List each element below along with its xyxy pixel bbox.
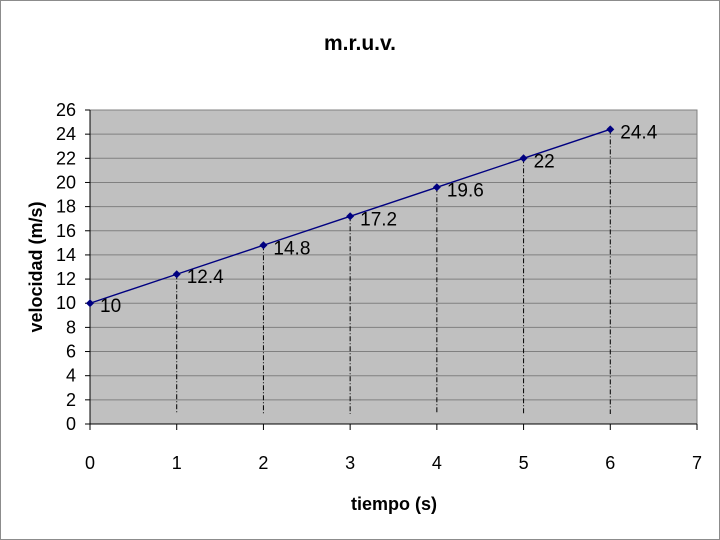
data-label-3: 17.2 — [360, 209, 397, 230]
y-tick-label-12: 24 — [56, 124, 76, 144]
x-tick-label-7: 7 — [692, 453, 702, 473]
x-tick-label-5: 5 — [519, 453, 529, 473]
chart-title: m.r.u.v. — [324, 32, 396, 55]
data-label-1: 12.4 — [187, 267, 224, 288]
x-tick-label-2: 2 — [258, 453, 268, 473]
y-tick-label-6: 12 — [56, 269, 76, 289]
data-point-3 — [346, 212, 355, 221]
data-point-1 — [172, 270, 181, 279]
plot-area — [89, 109, 698, 425]
y-tick-label-0: 0 — [66, 414, 76, 434]
y-tick-label-2: 4 — [66, 366, 76, 386]
y-tick-label-13: 26 — [56, 100, 76, 120]
y-tick-label-5: 10 — [56, 293, 76, 313]
y-axis-title: velocidad (m/s) — [26, 201, 46, 332]
x-tick-label-6: 6 — [605, 453, 615, 473]
x-tick-label-0: 0 — [85, 453, 95, 473]
data-point-5 — [519, 154, 528, 163]
data-point-0 — [86, 299, 94, 308]
y-tick-label-11: 22 — [56, 148, 76, 168]
x-tick-label-3: 3 — [345, 453, 355, 473]
data-point-6 — [606, 125, 615, 134]
data-point-4 — [432, 183, 441, 192]
x-tick-label-1: 1 — [172, 453, 182, 473]
data-point-2 — [259, 241, 268, 250]
y-tick-label-10: 20 — [56, 172, 76, 192]
x-tick-label-4: 4 — [432, 453, 442, 473]
data-label-5: 22 — [534, 151, 555, 172]
data-label-6: 24.4 — [620, 122, 657, 143]
y-tick-label-1: 2 — [66, 390, 76, 410]
data-label-0: 10 — [100, 296, 121, 317]
data-label-4: 19.6 — [447, 180, 484, 201]
data-label-2: 14.8 — [273, 238, 310, 259]
y-tick-label-7: 14 — [56, 245, 76, 265]
y-tick-label-8: 16 — [56, 221, 76, 241]
y-tick-label-9: 18 — [56, 197, 76, 217]
y-tick-label-3: 6 — [66, 342, 76, 362]
y-tick-label-4: 8 — [66, 317, 76, 337]
x-axis-title: tiempo (s) — [351, 494, 437, 514]
